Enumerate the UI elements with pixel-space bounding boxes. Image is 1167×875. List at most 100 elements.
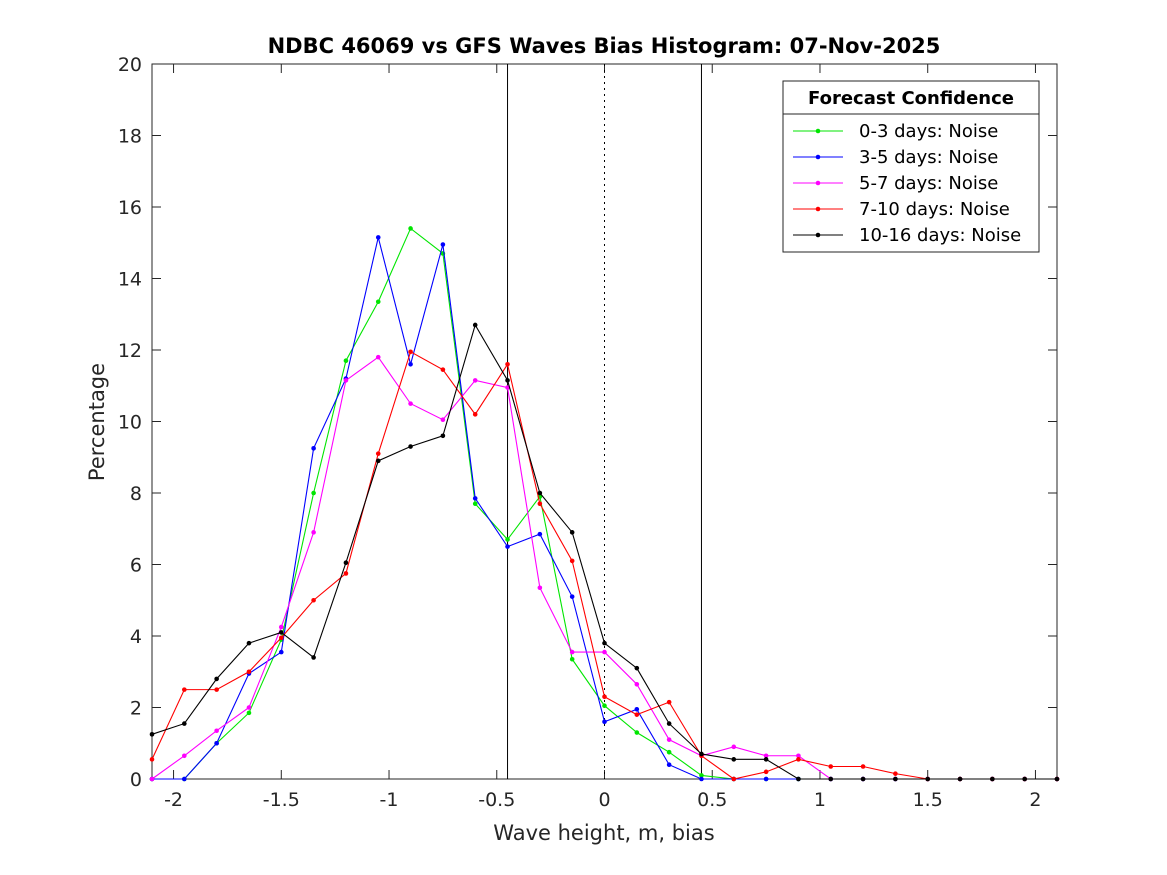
data-point [666, 737, 672, 742]
data-point [569, 649, 575, 655]
y-tick-label: 6 [130, 555, 142, 577]
data-point [311, 490, 316, 496]
data-point [149, 757, 155, 762]
data-point [537, 585, 543, 591]
x-axis-label: Wave height, m, bias [493, 821, 714, 845]
legend-swatch-marker [815, 180, 821, 186]
data-point [311, 655, 316, 660]
data-point [505, 537, 510, 542]
legend-item: 5-7 days: Noise [793, 173, 998, 194]
data-point [182, 721, 187, 726]
legend-item: 10-16 days: Noise [793, 225, 1021, 246]
y-tick-label: 10 [118, 412, 142, 434]
data-point [149, 776, 155, 782]
data-point [343, 358, 349, 364]
x-tick-label: 2 [1029, 789, 1041, 811]
data-point [569, 558, 575, 564]
legend-label: 5-7 days: Noise [859, 173, 998, 194]
legend-item: 7-10 days: Noise [793, 199, 1010, 220]
data-point [278, 630, 284, 635]
legend-title: Forecast Confidence [808, 88, 1014, 109]
legend-box [782, 80, 1040, 253]
data-point [569, 594, 575, 599]
data-point [602, 719, 607, 725]
data-point [472, 412, 478, 417]
data-point [731, 757, 737, 762]
data-point [246, 669, 252, 675]
data-point [796, 753, 801, 759]
data-point [860, 764, 866, 769]
data-point [990, 776, 995, 782]
legend-item: 3-5 days: Noise [793, 147, 998, 168]
data-point [440, 242, 446, 247]
legend-label: 3-5 days: Noise [859, 147, 998, 168]
data-point [634, 706, 640, 712]
x-tick-label: 1 [814, 789, 826, 811]
data-point [860, 776, 866, 782]
data-point [408, 349, 413, 355]
data-point [214, 687, 219, 692]
data-point [311, 530, 316, 535]
y-tick-label: 20 [118, 54, 142, 76]
x-tick-label: -0.5 [478, 789, 515, 811]
y-tick-label: 4 [130, 626, 142, 648]
data-point [731, 744, 737, 750]
data-point [537, 501, 543, 507]
legend-swatch-marker [815, 206, 821, 212]
legend-label: 10-16 days: Noise [859, 225, 1021, 246]
data-point [893, 776, 898, 782]
y-tick-label: 0 [130, 769, 142, 791]
data-point [505, 362, 510, 367]
data-point [472, 322, 478, 328]
data-point [634, 665, 640, 671]
data-point [375, 235, 381, 240]
data-point [408, 444, 413, 449]
data-point [634, 681, 640, 687]
data-point [666, 699, 672, 705]
data-point [246, 640, 252, 646]
data-point [828, 764, 834, 769]
data-point [375, 451, 381, 456]
legend-label: 7-10 days: Noise [859, 199, 1010, 220]
data-point [537, 531, 543, 537]
data-point [796, 757, 801, 762]
y-tick-label: 8 [130, 483, 142, 505]
data-point [246, 705, 252, 710]
y-tick-label: 18 [118, 126, 142, 148]
data-point [731, 776, 737, 782]
data-point [505, 385, 510, 390]
data-point [1022, 776, 1027, 782]
data-point [893, 771, 898, 776]
data-point [472, 378, 478, 383]
data-point [440, 433, 446, 439]
data-point [666, 762, 672, 767]
data-point [602, 649, 607, 655]
data-point [505, 544, 510, 549]
data-point [278, 649, 284, 655]
y-axis-label: Percentage [85, 363, 109, 481]
data-point [375, 458, 381, 464]
data-point [569, 656, 575, 662]
data-point [375, 354, 381, 360]
data-point [182, 687, 187, 692]
data-point [763, 769, 769, 775]
data-point [182, 776, 187, 782]
data-point [763, 757, 769, 762]
data-point [828, 776, 834, 782]
data-point [1054, 776, 1060, 782]
x-tick-label: -2 [164, 789, 183, 811]
series-5 [149, 322, 1060, 782]
data-point [149, 732, 155, 737]
data-point [182, 753, 187, 759]
data-point [925, 776, 931, 782]
data-point [602, 703, 607, 709]
data-point [214, 676, 219, 682]
data-point [537, 490, 543, 496]
data-point [343, 571, 349, 576]
data-point [699, 773, 704, 778]
y-tick-label: 14 [118, 269, 142, 291]
data-point [957, 776, 963, 782]
data-point [796, 776, 801, 782]
